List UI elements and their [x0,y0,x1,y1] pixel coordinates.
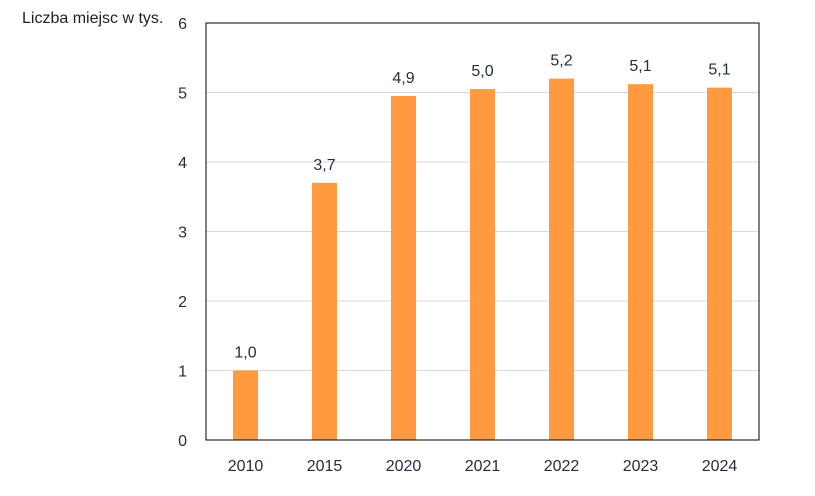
bar [628,84,653,440]
y-tick-label: 6 [178,16,187,33]
data-label: 4,9 [392,70,414,87]
data-label: 3,7 [313,157,335,174]
data-label: 5,1 [708,62,730,79]
bar [233,371,258,441]
bar [312,183,337,440]
x-tick-label: 2010 [228,458,264,475]
y-tick-label: 4 [178,155,187,172]
bar [707,88,732,440]
x-tick-label: 2024 [702,458,738,475]
x-tick-label: 2023 [623,458,659,475]
y-tick-label: 1 [178,364,187,381]
data-label: 5,0 [471,63,493,80]
data-label: 1,0 [234,345,256,362]
bar [470,89,495,440]
bar [549,79,574,440]
data-label: 5,1 [629,58,651,75]
bar [391,96,416,440]
x-tick-label: 2022 [544,458,580,475]
y-tick-label: 0 [178,433,187,450]
y-tick-label: 2 [178,294,187,311]
x-tick-label: 2015 [307,458,343,475]
x-tick-label: 2021 [465,458,501,475]
y-axis-title: Liczba miejsc w tys. [22,10,163,28]
y-tick-label: 3 [178,225,187,242]
x-tick-label: 2020 [386,458,422,475]
data-label: 5,2 [550,53,572,70]
y-tick-label: 5 [178,86,187,103]
